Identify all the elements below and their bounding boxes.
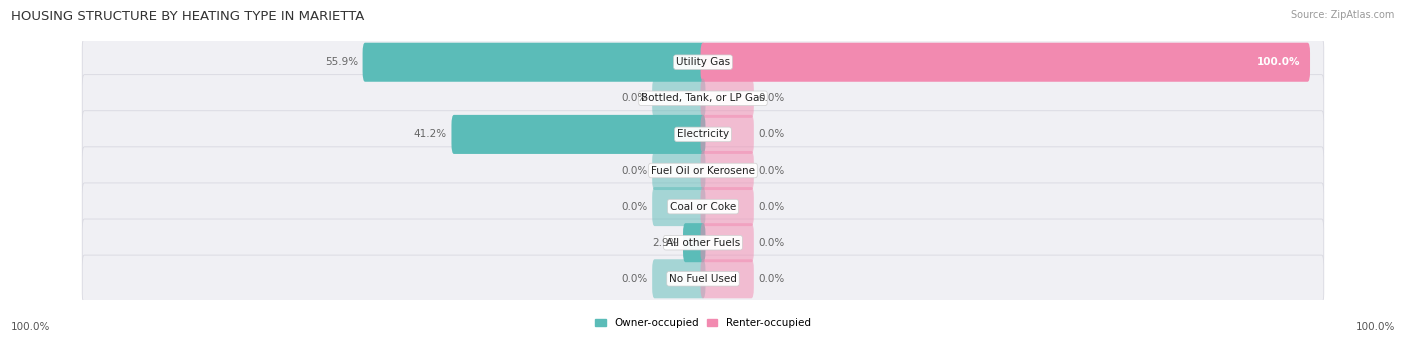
Text: 2.9%: 2.9% — [652, 238, 679, 248]
FancyBboxPatch shape — [82, 183, 1324, 230]
FancyBboxPatch shape — [363, 43, 706, 82]
FancyBboxPatch shape — [451, 115, 706, 154]
Text: 0.0%: 0.0% — [621, 202, 648, 212]
FancyBboxPatch shape — [700, 115, 754, 154]
Text: Coal or Coke: Coal or Coke — [669, 202, 737, 212]
FancyBboxPatch shape — [652, 259, 706, 298]
Legend: Owner-occupied, Renter-occupied: Owner-occupied, Renter-occupied — [591, 314, 815, 332]
Text: Source: ZipAtlas.com: Source: ZipAtlas.com — [1291, 10, 1395, 20]
Text: 0.0%: 0.0% — [621, 165, 648, 176]
Text: 0.0%: 0.0% — [758, 165, 785, 176]
Text: 0.0%: 0.0% — [758, 129, 785, 139]
FancyBboxPatch shape — [652, 151, 706, 190]
FancyBboxPatch shape — [700, 259, 754, 298]
FancyBboxPatch shape — [700, 43, 1310, 82]
Text: 55.9%: 55.9% — [325, 57, 359, 67]
FancyBboxPatch shape — [82, 255, 1324, 302]
Text: All other Fuels: All other Fuels — [666, 238, 740, 248]
Text: 0.0%: 0.0% — [758, 93, 785, 103]
FancyBboxPatch shape — [652, 79, 706, 118]
FancyBboxPatch shape — [683, 223, 706, 262]
Text: Bottled, Tank, or LP Gas: Bottled, Tank, or LP Gas — [641, 93, 765, 103]
FancyBboxPatch shape — [82, 75, 1324, 122]
FancyBboxPatch shape — [82, 147, 1324, 194]
Text: 0.0%: 0.0% — [758, 238, 785, 248]
Text: 100.0%: 100.0% — [1257, 57, 1301, 67]
Text: 0.0%: 0.0% — [758, 274, 785, 284]
Text: 41.2%: 41.2% — [413, 129, 447, 139]
FancyBboxPatch shape — [82, 39, 1324, 86]
FancyBboxPatch shape — [700, 187, 754, 226]
Text: Fuel Oil or Kerosene: Fuel Oil or Kerosene — [651, 165, 755, 176]
Text: 0.0%: 0.0% — [621, 93, 648, 103]
Text: 0.0%: 0.0% — [758, 202, 785, 212]
FancyBboxPatch shape — [700, 151, 754, 190]
Text: Electricity: Electricity — [676, 129, 730, 139]
FancyBboxPatch shape — [82, 219, 1324, 266]
FancyBboxPatch shape — [82, 111, 1324, 158]
Text: HOUSING STRUCTURE BY HEATING TYPE IN MARIETTA: HOUSING STRUCTURE BY HEATING TYPE IN MAR… — [11, 10, 364, 23]
Text: No Fuel Used: No Fuel Used — [669, 274, 737, 284]
FancyBboxPatch shape — [700, 79, 754, 118]
FancyBboxPatch shape — [700, 223, 754, 262]
Text: 0.0%: 0.0% — [621, 274, 648, 284]
Text: Utility Gas: Utility Gas — [676, 57, 730, 67]
FancyBboxPatch shape — [652, 187, 706, 226]
Text: 100.0%: 100.0% — [11, 322, 51, 332]
Text: 100.0%: 100.0% — [1355, 322, 1395, 332]
